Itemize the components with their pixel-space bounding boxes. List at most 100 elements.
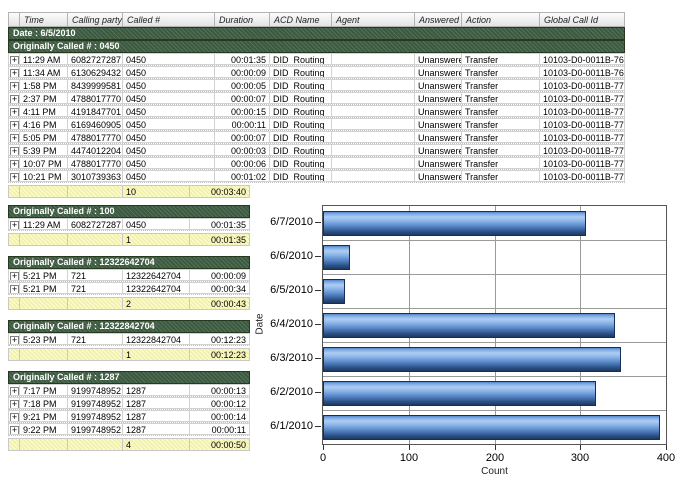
cell-called: 0450 <box>123 144 215 156</box>
cell-called: 0450 <box>123 66 215 78</box>
cell-action: Transfer <box>462 157 540 169</box>
cell-time: 9:21 PM <box>20 410 68 422</box>
table-row: +11:34 AM 6130629432 0450 00:00:09 DID_Routi… <box>8 66 625 79</box>
calls-per-day-chart: 6/7/2010 6/6/2010 6/5/2010 6/4/2010 6/3/2010… <box>254 198 676 485</box>
column-header-agent: Agent <box>332 12 415 27</box>
cell-action: Transfer <box>462 144 540 156</box>
column-header-called: Called # <box>123 12 215 27</box>
cell-calling-party: 4788017770 <box>68 131 123 143</box>
expand-cell: + <box>8 423 20 435</box>
cell-time: 10:21 PM <box>20 170 68 182</box>
cell-global-call-id: 10103-D0-0011B-771 <box>540 92 625 104</box>
expand-row-button[interactable]: + <box>10 81 19 91</box>
expand-row-button[interactable]: + <box>10 412 19 422</box>
expand-row-button[interactable]: + <box>10 146 19 156</box>
summary-spacer-cell <box>68 297 123 310</box>
cell-agent <box>332 105 415 117</box>
summary-row: 4 00:00:50 <box>8 438 250 451</box>
x-tick-label: 200 <box>485 452 505 464</box>
subgroup-table: Originally Called # : 1287 +7:17 PM 919974… <box>8 371 250 451</box>
cell-agent <box>332 170 415 182</box>
cell-duration: 00:12:23 <box>190 333 250 345</box>
cell-action: Transfer <box>462 66 540 78</box>
summary-spacer-cell <box>8 233 20 246</box>
cell-called: 0450 <box>123 170 215 182</box>
originally-called-group-label: Originally Called # : 0450 <box>13 41 120 51</box>
cell-calling-party: 4788017770 <box>68 92 123 104</box>
cell-called: 0450 <box>123 118 215 130</box>
cell-acd-name: DID_Routing <box>270 144 332 156</box>
cell-answered: Unanswered <box>415 118 462 130</box>
summary-row: 1 00:01:35 <box>8 233 250 246</box>
cell-duration: 00:00:13 <box>190 384 250 396</box>
summary-duration-cell: 00:01:35 <box>190 233 250 246</box>
summary-count-cell: 4 <box>123 438 190 451</box>
cell-called: 12322642704 <box>123 269 190 281</box>
expand-row-button[interactable]: + <box>10 159 19 169</box>
expand-cell: + <box>8 218 20 230</box>
cell-time: 5:23 PM <box>20 333 68 345</box>
originally-called-group-header: Originally Called # : 1287 <box>8 371 250 384</box>
expand-row-button[interactable]: + <box>10 284 19 294</box>
expand-row-button[interactable]: + <box>10 55 19 65</box>
cell-time: 5:05 PM <box>20 131 68 143</box>
expand-row-button[interactable]: + <box>10 172 19 182</box>
y-axis-tick <box>315 358 321 359</box>
cell-action: Transfer <box>462 79 540 91</box>
cell-global-call-id: 10103-D0-0011B-778 <box>540 144 625 156</box>
cell-time: 4:11 PM <box>20 105 68 117</box>
x-axis-tick <box>323 445 324 450</box>
cell-calling-party: 721 <box>68 282 123 294</box>
cell-global-call-id: 10103-D0-0011B-77F <box>540 170 625 182</box>
expand-cell: + <box>8 157 20 169</box>
cell-global-call-id: 10103-D0-0011B-77E <box>540 157 625 169</box>
expand-row-button[interactable]: + <box>10 335 19 345</box>
cell-calling-party: 3010739363 <box>68 170 123 182</box>
cell-action: Transfer <box>462 118 540 130</box>
expand-row-button[interactable]: + <box>10 399 19 409</box>
subgroup-table: Originally Called # : 12322842704 +5:23 P… <box>8 320 250 361</box>
cell-agent <box>332 144 415 156</box>
expand-row-button[interactable]: + <box>10 120 19 130</box>
gridline-horizontal <box>323 274 666 275</box>
table-row: +10:21 PM 3010739363 0450 00:01:02 DID_Routi… <box>8 170 625 183</box>
expand-row-button[interactable]: + <box>10 133 19 143</box>
expand-cell: + <box>8 66 20 78</box>
cell-time: 11:29 AM <box>20 218 68 230</box>
originally-called-group-header: Originally Called # : 100 <box>8 205 250 218</box>
y-axis-tick <box>315 324 321 325</box>
table-row: +11:29 AM 6082727287 0450 00:01:35 <box>8 218 250 231</box>
expand-row-button[interactable]: + <box>10 425 19 435</box>
cell-called: 0450 <box>123 53 215 65</box>
y-axis-tick <box>315 222 321 223</box>
cell-calling-party: 4191847701 <box>68 105 123 117</box>
cell-agent <box>332 92 415 104</box>
expand-row-button[interactable]: + <box>10 94 19 104</box>
expand-cell: + <box>8 384 20 396</box>
expand-row-button[interactable]: + <box>10 107 19 117</box>
cell-acd-name: DID_Routing <box>270 79 332 91</box>
cell-calling-party: 6130629432 <box>68 66 123 78</box>
cell-calling-party: 721 <box>68 333 123 345</box>
expand-row-button[interactable]: + <box>10 271 19 281</box>
column-header-duration: Duration <box>215 12 270 27</box>
cell-global-call-id: 10103-D0-0011B-774 <box>540 131 625 143</box>
cell-duration: 00:00:06 <box>215 157 270 169</box>
expand-row-button[interactable]: + <box>10 68 19 78</box>
expand-row-button[interactable]: + <box>10 220 19 230</box>
table-row: +4:11 PM 4191847701 0450 00:00:15 DID_Routin… <box>8 105 625 118</box>
call-rows: +11:29 AM 6082727287 0450 00:01:35 DID_Routi… <box>8 53 625 183</box>
cell-calling-party: 4474012204 <box>68 144 123 156</box>
originally-called-group-header: Originally Called # : 12322642704 <box>8 256 250 269</box>
y-tick-label: 6/1/2010 <box>270 420 313 432</box>
x-tick-label: 100 <box>399 452 419 464</box>
originally-called-group-label: Originally Called # : 12322842704 <box>13 321 155 331</box>
expand-cell: + <box>8 131 20 143</box>
expand-row-button[interactable]: + <box>10 386 19 396</box>
cell-duration: 00:00:12 <box>190 397 250 409</box>
cell-answered: Unanswered <box>415 79 462 91</box>
cell-acd-name: DID_Routing <box>270 170 332 182</box>
cell-action: Transfer <box>462 92 540 104</box>
